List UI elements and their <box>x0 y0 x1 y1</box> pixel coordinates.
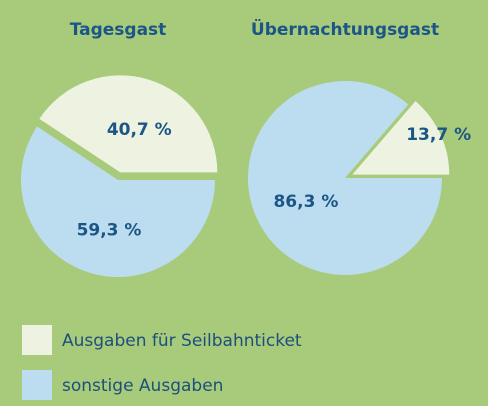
value-label: 40,7 % <box>107 120 172 140</box>
pie-slice <box>39 75 218 173</box>
chart-title: Tagesgast <box>70 20 167 40</box>
value-label: 13,7 % <box>406 125 471 145</box>
value-label: 86,3 % <box>273 192 338 212</box>
pie-slice <box>352 101 450 175</box>
value-label: 59,3 % <box>77 220 142 240</box>
legend-swatch <box>22 370 52 400</box>
pie-slice <box>248 80 442 275</box>
legend-label: Ausgaben für Seilbahnticket <box>62 331 302 351</box>
legend-swatch <box>22 325 52 355</box>
pie-slice <box>20 126 215 277</box>
legend-label: sonstige Ausgaben <box>62 376 223 396</box>
chart-title: Übernachtungsgast <box>251 18 439 40</box>
